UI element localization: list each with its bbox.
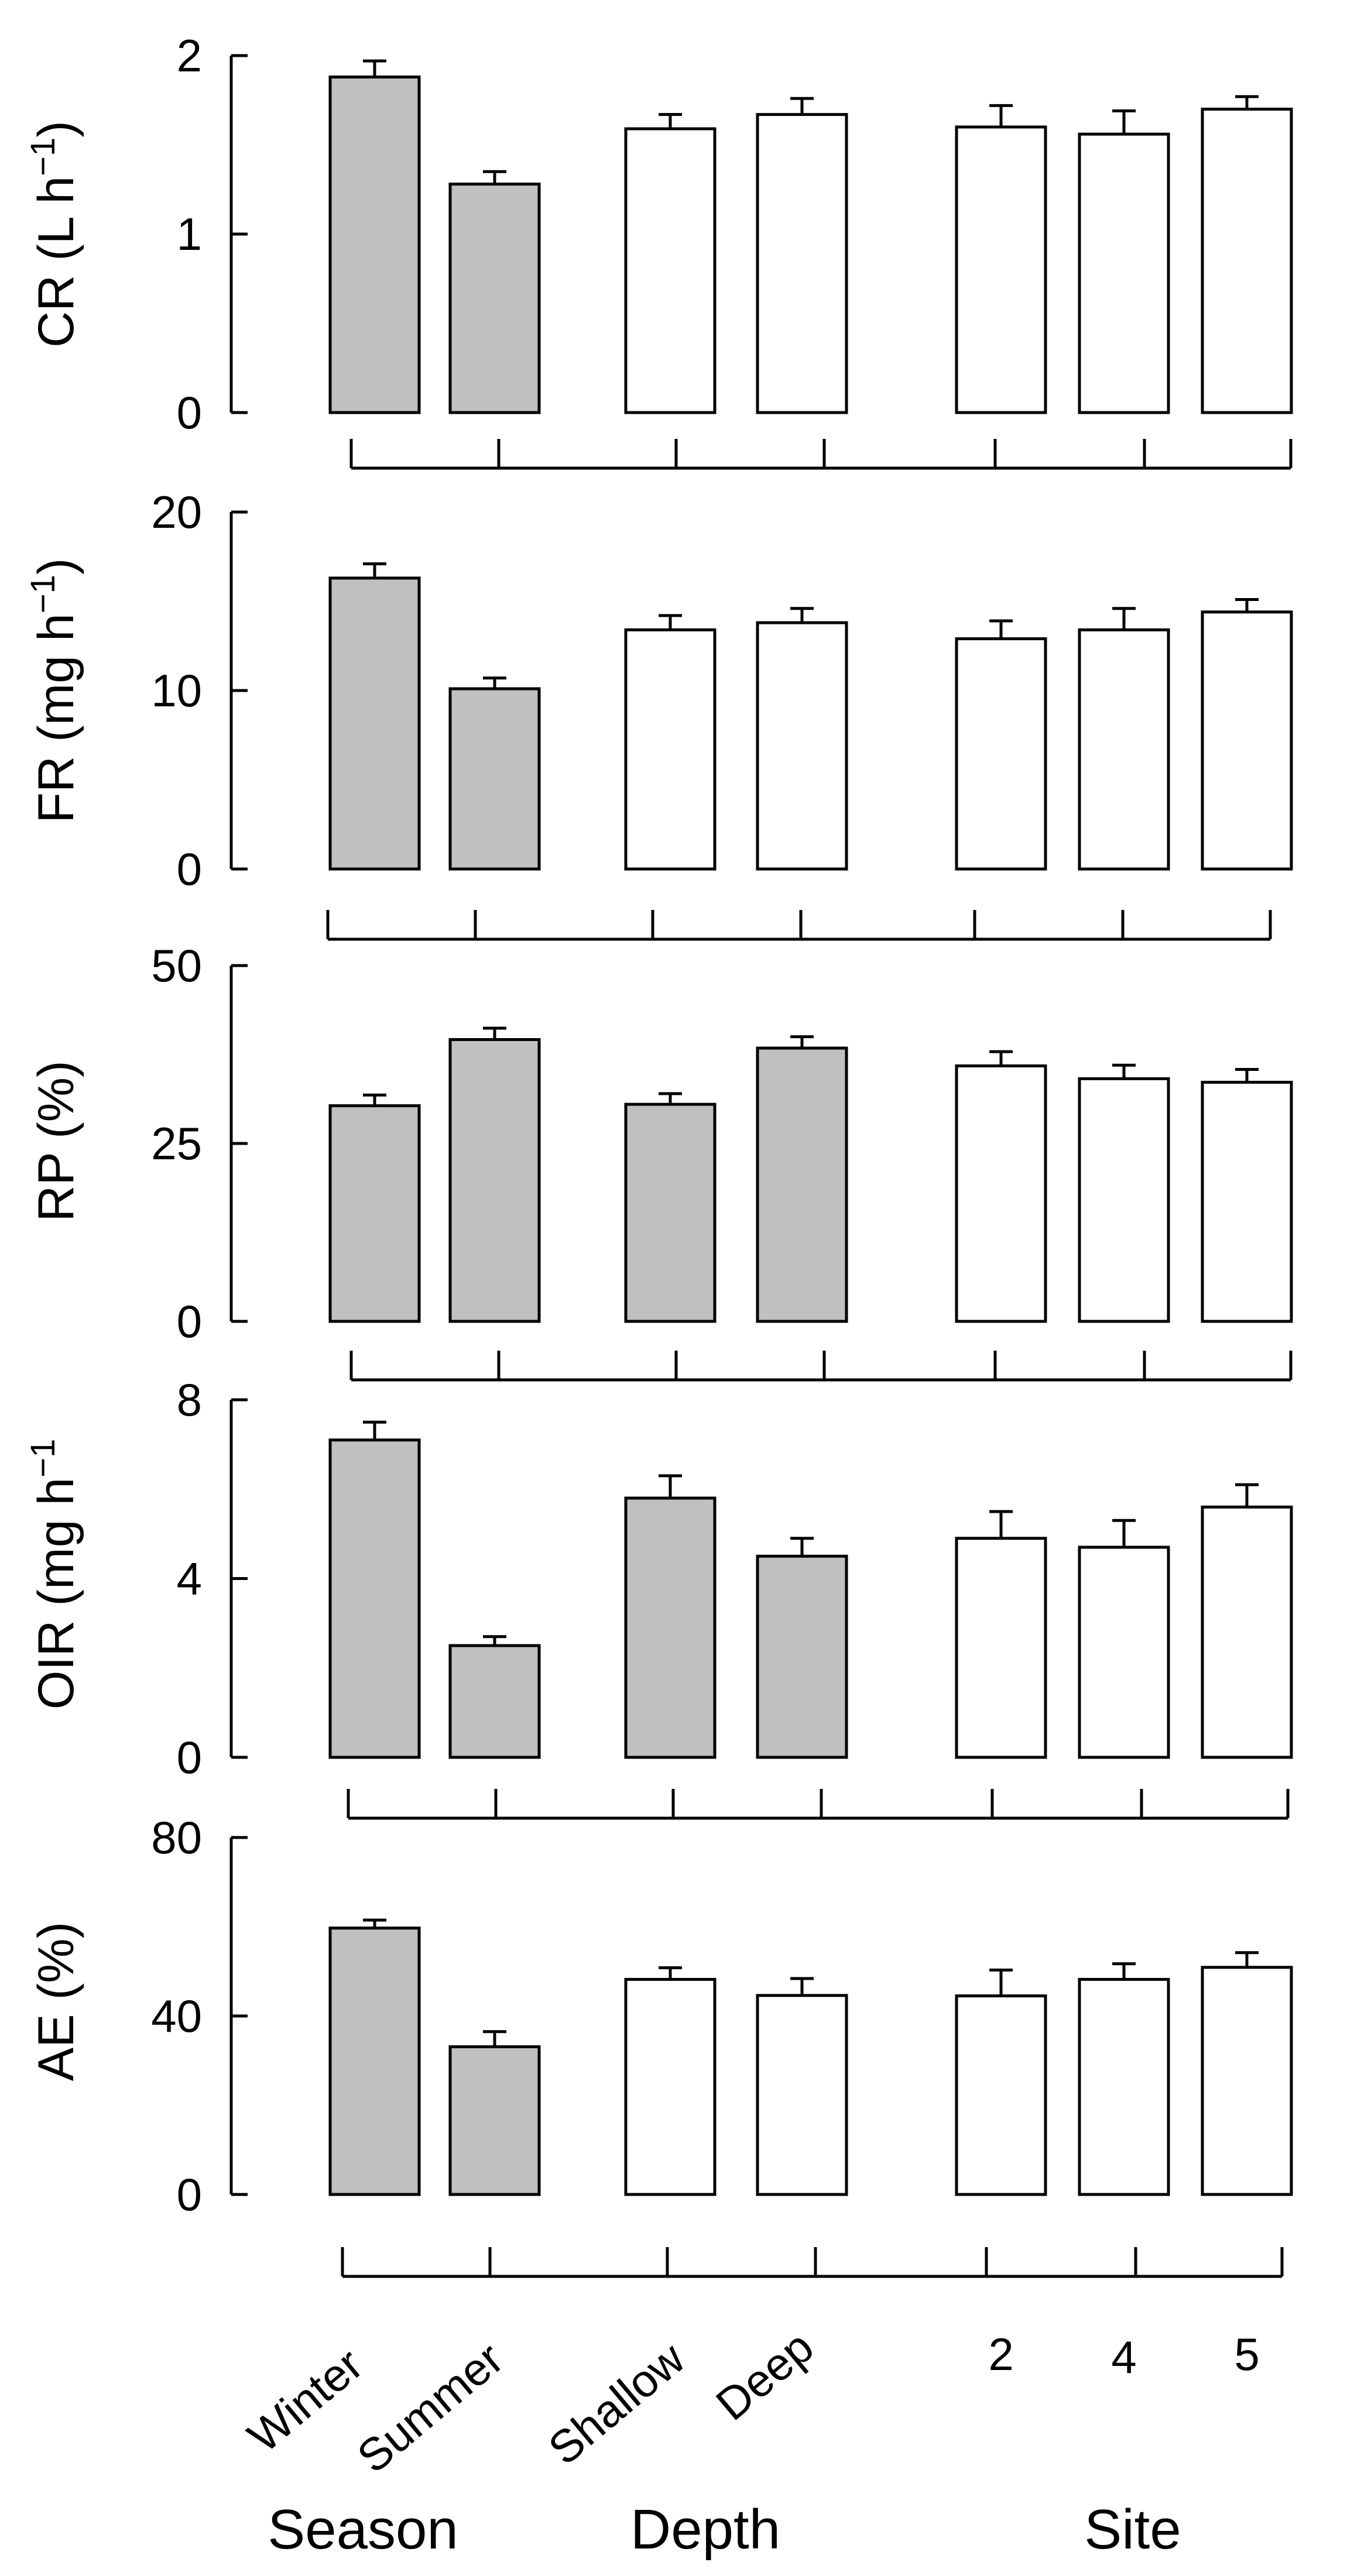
rp-y-axis-label: RP (%) [28, 1060, 84, 1222]
oir-bar-Deep [756, 1554, 848, 1759]
category-label-Summer: Summer [348, 2333, 513, 2483]
group-label-site: Site [1084, 2498, 1181, 2561]
cr-y-tick-label: 1 [177, 208, 202, 260]
group-label-depth: Depth [630, 2498, 780, 2561]
fr-bar-Winter [328, 576, 421, 871]
rp-bar-Shallow [624, 1102, 717, 1323]
ae-y-tick-label: 80 [151, 1812, 202, 1863]
oir-bar-Winter [328, 1438, 421, 1759]
rp-bar-2 [955, 1064, 1047, 1323]
group-label-season: Season [268, 2498, 458, 2561]
ae-bar-4 [1078, 1977, 1170, 2196]
rp-bar-4 [1078, 1077, 1170, 1323]
rp-bar-Deep [756, 1046, 848, 1323]
cr-bar-Winter [328, 75, 421, 414]
oir-y-tick-label: 4 [177, 1553, 202, 1605]
cr-y-tick-label: 0 [177, 387, 202, 438]
category-label-2: 2 [988, 2328, 1013, 2380]
cr-y-axis-label: CR (L h−1) [24, 121, 84, 348]
fr-y-axis-label: FR (mg h−1) [24, 558, 84, 823]
oir-y-tick-label: 8 [177, 1374, 202, 1426]
rp-y-tick-label: 0 [177, 1296, 202, 1347]
fr-bar-5 [1201, 610, 1293, 871]
cr-bar-4 [1078, 132, 1170, 414]
cr-bar-2 [955, 125, 1047, 414]
ae-bar-2 [955, 1994, 1047, 2196]
oir-y-tick-label: 0 [177, 1732, 202, 1783]
ae-bar-Winter [328, 1926, 421, 2196]
fr-y-tick-label: 10 [151, 665, 202, 716]
oir-bar-Summer [448, 1644, 541, 1759]
category-label-Deep: Deep [707, 2321, 823, 2430]
ae-bar-Summer [448, 2045, 541, 2196]
category-label-Shallow: Shallow [539, 2332, 694, 2474]
oir-bar-4 [1078, 1545, 1170, 1759]
ae-bar-Deep [756, 1994, 848, 2196]
rp-y-tick-label: 25 [151, 1118, 202, 1169]
ae-y-axis-label: AE (%) [28, 1922, 84, 2081]
oir-bar-5 [1201, 1505, 1293, 1759]
cr-bar-5 [1201, 108, 1293, 414]
oir-bar-2 [955, 1537, 1047, 1759]
fr-y-tick-label: 0 [177, 843, 202, 895]
rp-bar-Summer [448, 1038, 541, 1323]
category-label-4: 4 [1111, 2331, 1136, 2383]
fr-bar-Summer [448, 687, 541, 871]
cr-bar-Summer [448, 183, 541, 414]
ae-bar-Shallow [624, 1977, 717, 2196]
rp-bar-5 [1201, 1080, 1293, 1323]
fr-bar-Deep [756, 621, 848, 871]
cr-bar-Shallow [624, 127, 717, 414]
rp-bar-Winter [328, 1104, 421, 1323]
cr-y-tick-label: 2 [177, 30, 202, 81]
oir-bar-Shallow [624, 1496, 717, 1759]
rp-y-tick-label: 50 [151, 940, 202, 991]
fr-bar-Shallow [624, 628, 717, 871]
cr-bar-Deep [756, 113, 848, 414]
fr-bar-4 [1078, 628, 1170, 871]
ae-y-tick-label: 40 [151, 1990, 202, 2042]
oir-y-axis-label: OIR (mg h−1 [24, 1439, 84, 1710]
fr-y-tick-label: 20 [151, 486, 202, 538]
ae-bar-5 [1201, 1966, 1293, 2196]
ae-y-tick-label: 0 [177, 2169, 202, 2220]
fr-bar-2 [955, 637, 1047, 871]
category-label-5: 5 [1234, 2328, 1259, 2380]
